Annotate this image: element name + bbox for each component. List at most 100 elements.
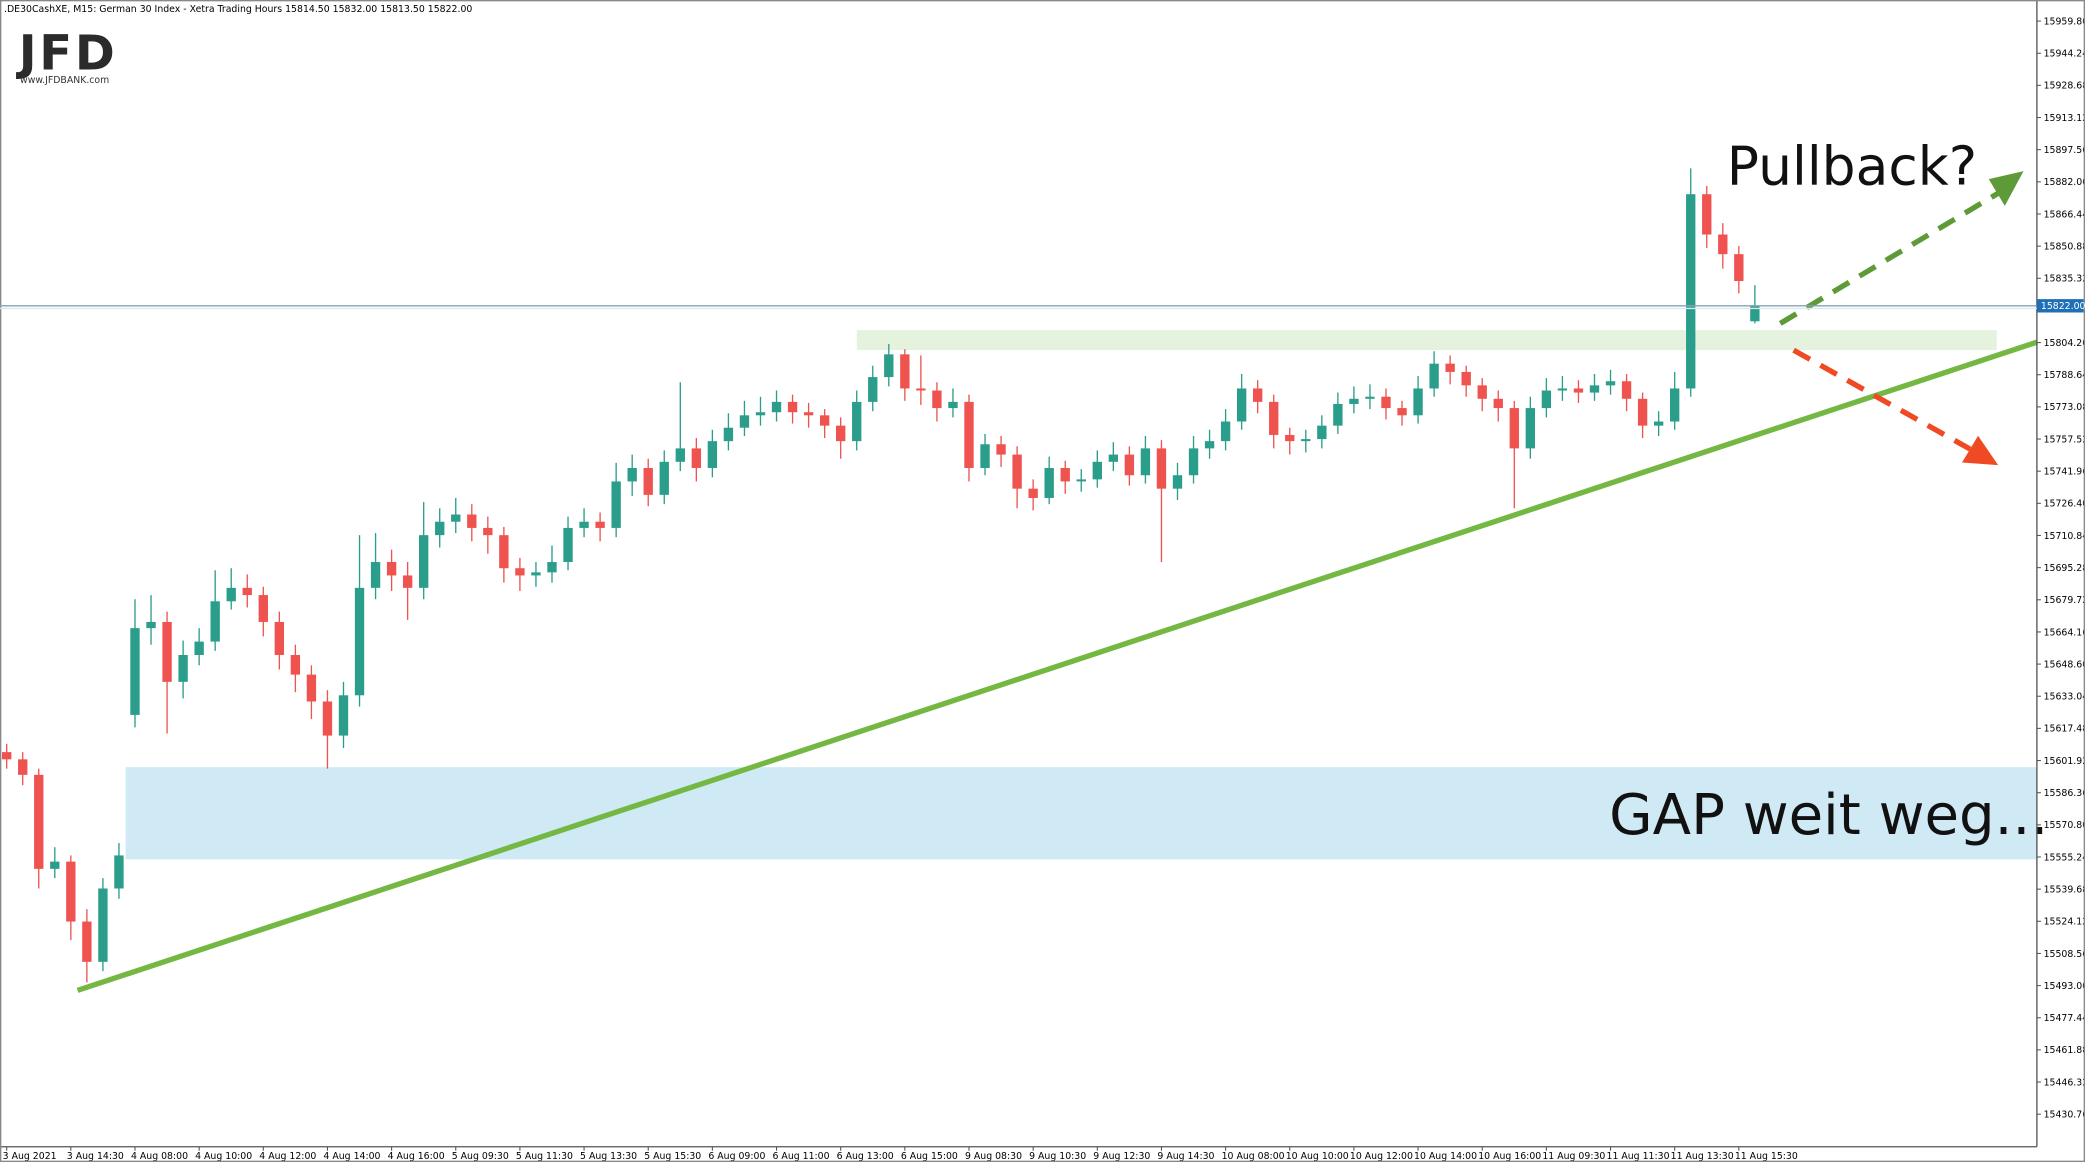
x-tick-label: 4 Aug 08:00 [131,1151,188,1162]
candle-body [611,481,621,528]
y-tick-label: 15773.08 [2044,402,2085,413]
y-tick-label: 15446.32 [2044,1077,2085,1088]
y-tick-label: 15850.88 [2044,241,2085,252]
candle-body [932,390,942,409]
candle-body [1028,488,1038,498]
candle-body [980,444,990,469]
candle-body [322,701,333,736]
candle-body [226,587,236,602]
y-tick-label: 15601.92 [2044,756,2085,767]
resistance-zone [856,330,1997,351]
candle-body [210,601,220,642]
candle-body [451,514,461,522]
candle-body [1108,454,1119,462]
candle-body [515,568,525,576]
x-tick-label: 11 Aug 09:30 [1542,1151,1605,1162]
drawings: Pullback? GAP weit weg... [76,134,2048,993]
y-tick-label: 15679.72 [2044,595,2085,606]
x-tick-label: 3 Aug 2021 [3,1151,57,1162]
candle-body [66,861,76,922]
candle-body [595,521,605,528]
chart-header: .DE30CashXE, M15: German 30 Index - Xetr… [4,4,472,15]
candle-body [338,695,349,736]
candle-body [691,448,702,469]
last-price-box [2036,299,2084,313]
y-tick-label: 15959.80 [2044,16,2085,27]
candle-body [98,888,108,962]
candle-body [1012,454,1022,489]
candle-body [739,415,750,428]
candle-body [1445,363,1455,372]
candle-body [707,441,718,469]
candle-body [1573,388,1584,393]
candle-body [1060,468,1070,482]
y-tick-label: 15648.60 [2044,659,2085,670]
candle-body [306,674,317,702]
candle-body [884,354,894,378]
candle-body [1092,461,1102,480]
candle-body [1461,371,1471,386]
x-tick-label: 6 Aug 09:00 [708,1151,765,1162]
candle-body [162,621,172,682]
y-tick-label: 15944.24 [2044,49,2085,60]
candle-body [900,354,910,389]
candle-body [1381,396,1391,409]
candle-body [1365,396,1375,399]
candle-body [1493,398,1503,409]
candle-body [1670,388,1680,422]
candle-body [1605,381,1616,386]
y-tick-label: 15710.84 [2044,531,2085,542]
candle-body [18,759,28,775]
candle-body [1285,434,1295,442]
candle-body [868,377,878,402]
y-tick-label: 15928.68 [2044,81,2085,92]
candle-body [1044,468,1054,498]
x-tick-label: 4 Aug 10:00 [195,1151,252,1162]
candle-body [579,521,589,528]
y-tick-label: 15617.48 [2044,724,2085,735]
candle-body [964,401,974,469]
x-tick-label: 5 Aug 13:30 [580,1151,637,1162]
candle-body [1188,448,1199,476]
candle-body [1140,448,1151,476]
x-tick-label: 10 Aug 16:00 [1478,1151,1541,1162]
candle-body [419,535,429,588]
candle-body [114,855,124,889]
candle-body [1734,254,1744,282]
candle-body [1124,454,1135,476]
down-arrow-head [1962,435,1999,466]
candle-body [1653,421,1664,426]
candle-body [1156,448,1167,489]
y-tick-label: 15664.16 [2044,627,2085,638]
x-tick-label: 5 Aug 11:30 [516,1151,573,1162]
x-tick-label: 4 Aug 12:00 [259,1151,316,1162]
trend-line [76,339,2038,993]
candle-body [755,412,766,416]
candle-body [483,527,493,536]
y-tick-label: 15508.56 [2044,949,2085,960]
candle-body [916,388,926,391]
x-tick-label: 10 Aug 14:00 [1414,1151,1477,1162]
x-tick-label: 9 Aug 08:30 [965,1151,1022,1162]
candle-body [1253,388,1263,402]
last-price-label: 15822.00 [2041,301,2085,312]
candle-body [1477,385,1487,399]
candle-body [675,448,685,462]
y-tick-label: 15695.28 [2044,563,2085,574]
candle-body [50,861,60,869]
y-tick-label: 15633.04 [2044,692,2085,703]
y-tick-label: 15493.00 [2044,981,2085,992]
candle-body [1076,479,1086,482]
candle-body [1429,363,1439,389]
candle-body [547,562,557,573]
x-tick-label: 11 Aug 11:30 [1607,1151,1670,1162]
x-tick-label: 9 Aug 12:30 [1093,1151,1150,1162]
candle-body [467,514,477,528]
candle-body [531,572,541,576]
candle-body [1397,408,1407,416]
y-tick-label: 15913.12 [2044,113,2085,124]
candle-body [1509,408,1519,449]
y-tick-label: 15897.56 [2044,145,2085,156]
x-tick-label: 4 Aug 16:00 [388,1151,445,1162]
